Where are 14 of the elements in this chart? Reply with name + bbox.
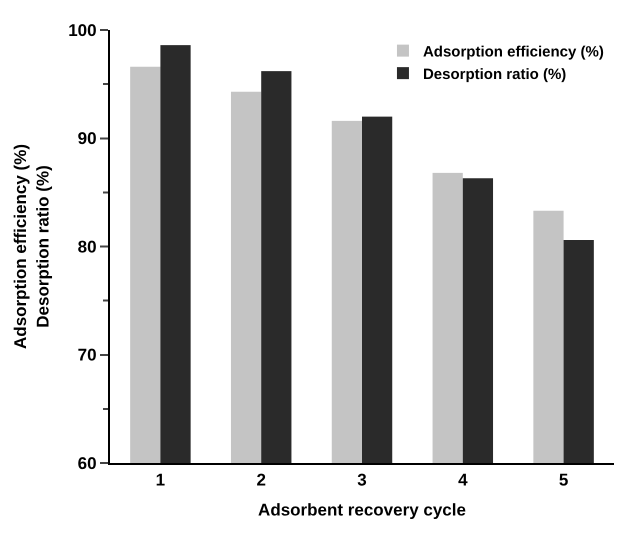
y-axis-title: Adsorption efficiency (%) Desorption ratio (%) [11,144,52,349]
x-tick-label: 2 [256,470,266,490]
legend-label: Adsorption efficiency (%) [422,43,604,60]
y-tick-label: 90 [78,129,97,148]
x-tick-label: 1 [156,470,166,490]
x-tick-label: 3 [357,470,367,490]
y-tick-label: 60 [78,454,97,473]
x-tick-label: 4 [458,470,468,490]
y-tick-label: 100 [68,20,97,40]
y-tick-label: 70 [78,346,97,365]
x-tick-label: 5 [558,470,568,490]
x-axis-title: Adsorbent recovery cycle [258,500,466,520]
legend-label: Desorption ratio (%) [422,66,566,83]
y-tick-label: 80 [78,237,97,256]
